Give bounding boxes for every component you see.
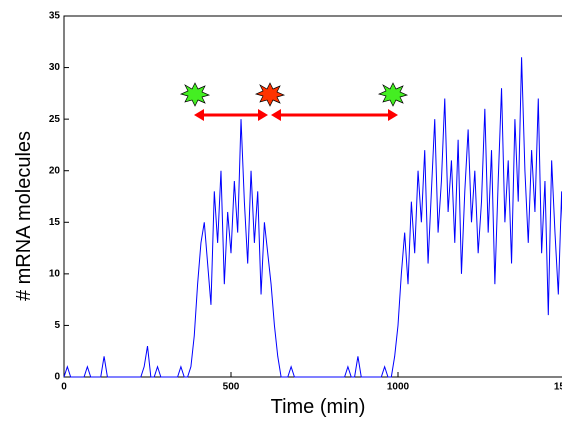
x-tick-label: 0 [61,382,67,393]
green-burst [377,82,409,107]
arrow-head [194,109,204,121]
y-tick-label: 30 [49,62,61,73]
y-tick-label: 20 [49,165,61,176]
series-line [63,57,562,378]
green-burst [179,82,211,107]
x-tick-label: 1000 [387,382,410,393]
arrow-head [258,109,268,121]
y-tick-label: 35 [49,11,61,22]
y-tick-label: 25 [49,114,61,125]
annotations [179,82,409,121]
arrow-head [388,109,398,121]
red-burst [254,82,286,107]
arrow-head [271,109,281,121]
y-tick-label: 0 [54,372,60,383]
y-axis-label: # mRNA molecules [13,131,35,301]
x-tick-label: 500 [223,382,240,393]
y-tick-label: 10 [49,268,61,279]
x-axis-label: Time (min) [271,396,366,418]
x-tick-label: 1500 [554,382,562,393]
y-tick-label: 5 [54,320,60,331]
y-tick-label: 15 [49,217,61,228]
